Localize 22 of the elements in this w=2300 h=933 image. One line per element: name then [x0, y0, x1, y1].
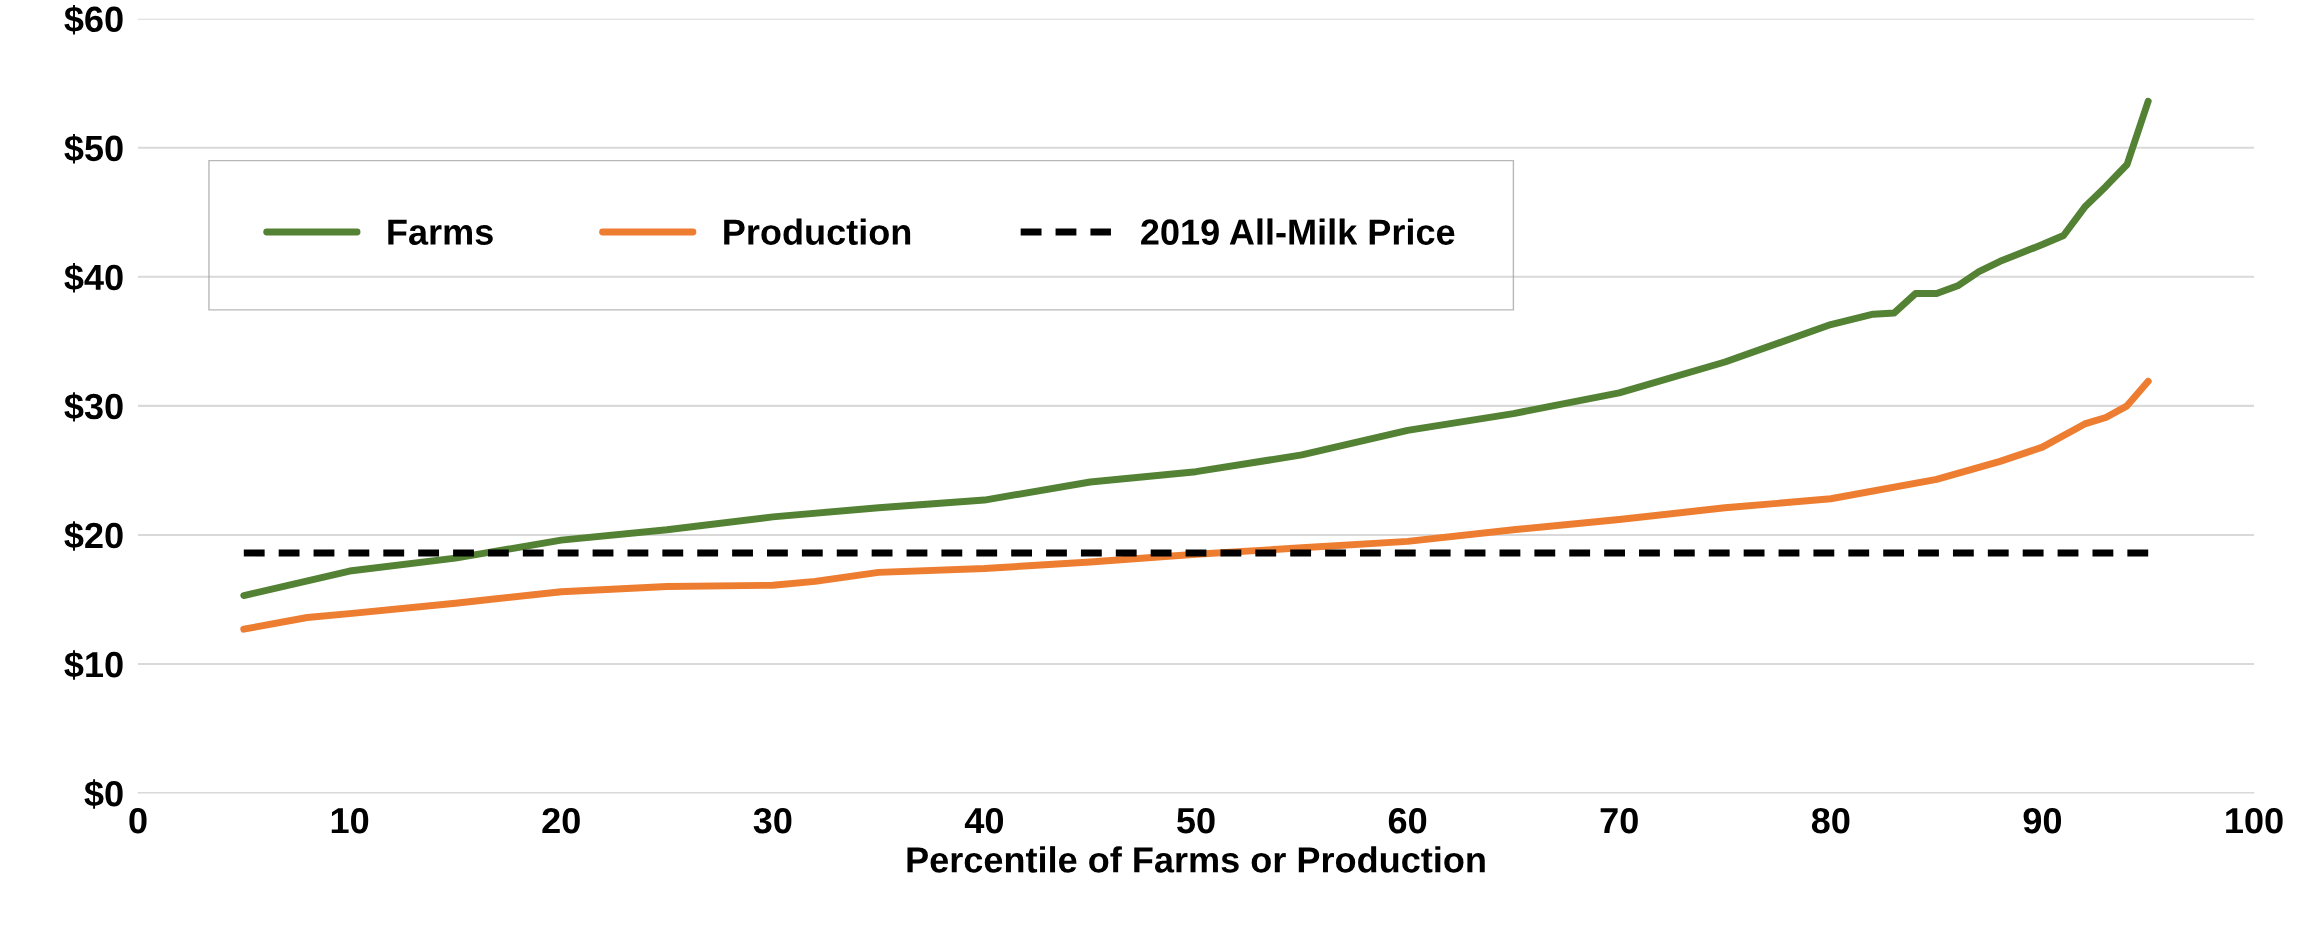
x-tick-label: 60: [1388, 807, 1427, 834]
x-tick-label: 90: [2023, 807, 2061, 834]
y-tick-label: $0: [84, 779, 123, 809]
x-tick-label: 100: [2226, 807, 2283, 834]
y-tick-label: $40: [64, 263, 123, 293]
y-tick-label: $10: [64, 650, 123, 680]
y-tick-label: $60: [64, 4, 123, 35]
y-tick-label: $30: [64, 392, 123, 422]
x-tick-label: 20: [542, 807, 580, 834]
x-tick-label: 30: [753, 807, 792, 834]
x-tick-label: 0: [129, 807, 147, 834]
x-tick-label: 70: [1600, 807, 1638, 834]
y-tick-label: $20: [64, 521, 123, 551]
x-tick-label: 80: [1811, 807, 1850, 834]
x-tick-label: 50: [1177, 807, 1215, 834]
legend-label: 2019 All-Milk Price: [1141, 218, 1455, 245]
x-axis-title: Percentile of Farms or Production: [907, 846, 1485, 873]
x-tick-label: 40: [964, 807, 1003, 834]
x-tick-label: 10: [331, 807, 369, 834]
y-tick-label: $50: [64, 134, 123, 164]
legend-label: Farms: [388, 219, 493, 245]
legend-label: Production: [724, 218, 911, 245]
